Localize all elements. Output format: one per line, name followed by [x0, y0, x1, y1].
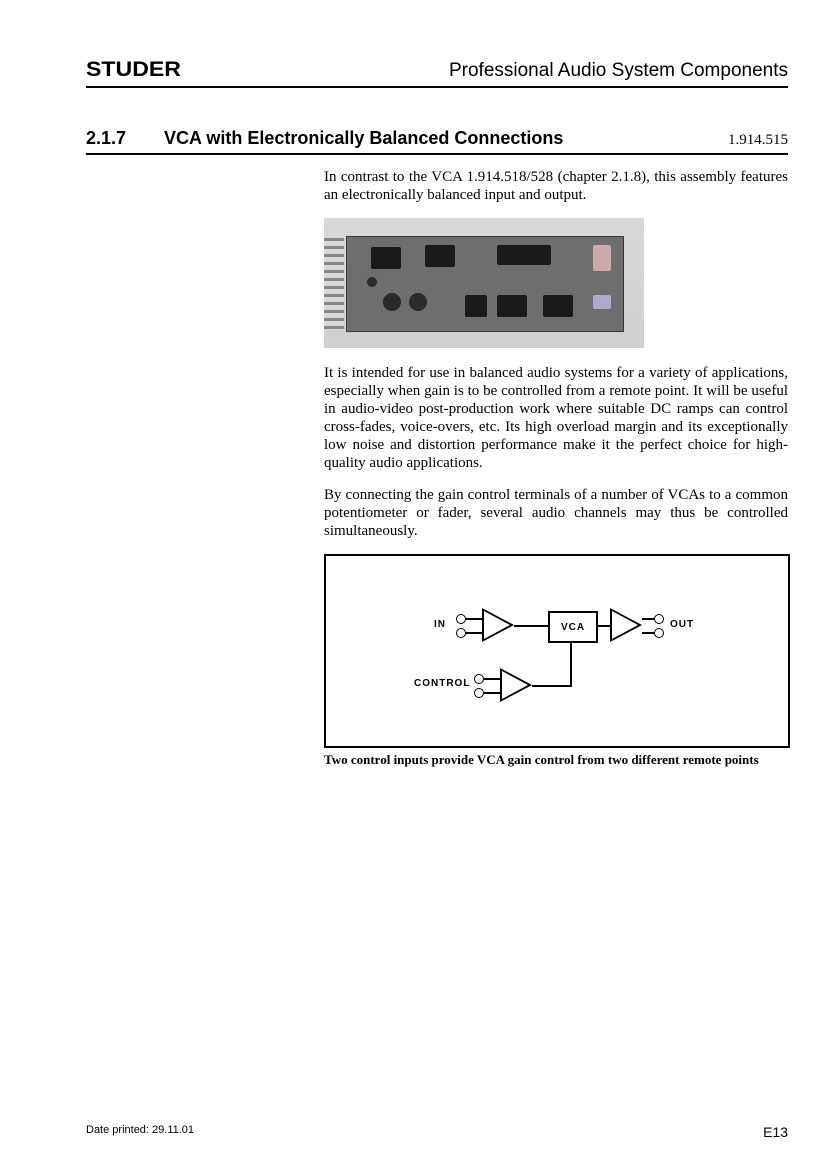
- control-amp-icon: [500, 668, 532, 702]
- paragraph-usecases: It is intended for use in balanced audio…: [324, 364, 788, 472]
- brand-logo: STUDER: [86, 58, 181, 82]
- diagram-label-out: OUT: [670, 619, 694, 630]
- footer-date: Date printed: 29.11.01: [86, 1124, 194, 1140]
- paragraph-ganging: By connecting the gain control terminals…: [324, 486, 788, 540]
- body-column: In contrast to the VCA 1.914.518/528 (ch…: [324, 168, 788, 774]
- vca-block: VCA: [548, 611, 598, 643]
- pcb-photo: [324, 218, 644, 348]
- header-title: Professional Audio System Components: [449, 60, 788, 82]
- block-diagram: IN OUT CONTROL: [324, 554, 788, 768]
- footer-page-number: E13: [763, 1124, 788, 1140]
- output-amp-icon: [610, 608, 642, 642]
- vca-block-label: VCA: [561, 622, 585, 633]
- section-title: VCA with Electronically Balanced Connect…: [164, 128, 728, 149]
- diagram-label-control: CONTROL: [414, 678, 470, 689]
- diagram-label-in: IN: [434, 619, 446, 630]
- page-header: STUDER Professional Audio System Compone…: [86, 58, 788, 88]
- diagram-caption: Two control inputs provide VCA gain cont…: [324, 752, 788, 768]
- section-number: 2.1.7: [86, 128, 164, 149]
- input-amp-icon: [482, 608, 514, 642]
- page-footer: Date printed: 29.11.01 E13: [86, 1124, 788, 1140]
- section-ref: 1.914.515: [728, 132, 788, 149]
- section-heading: 2.1.7 VCA with Electronically Balanced C…: [86, 128, 788, 155]
- paragraph-intro: In contrast to the VCA 1.914.518/528 (ch…: [324, 168, 788, 204]
